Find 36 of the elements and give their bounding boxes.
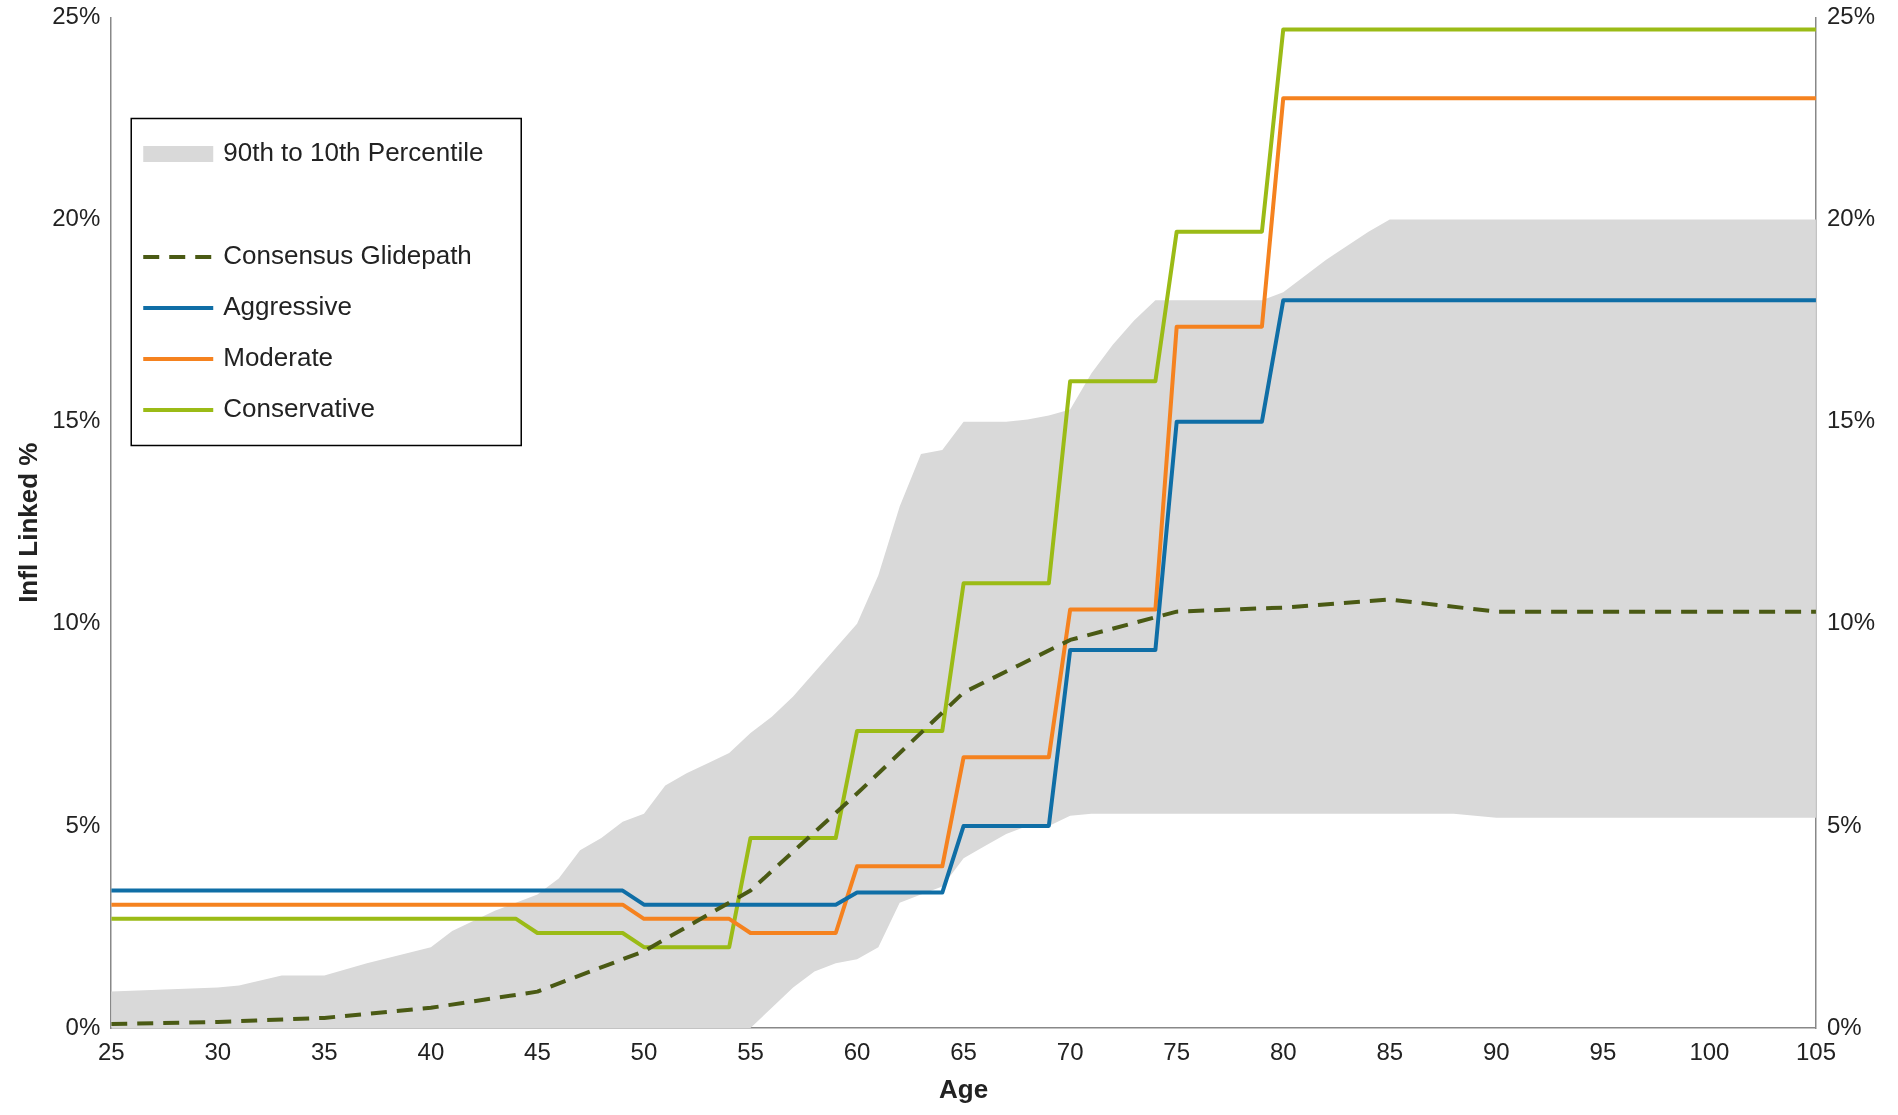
y2-tick-label: 20%: [1826, 204, 1876, 232]
y2-tick-label: 15%: [1826, 406, 1876, 434]
x-tick-label: 70: [1056, 1038, 1084, 1066]
legend-label: Moderate: [223, 342, 334, 373]
y-tick-label: 20%: [52, 204, 101, 232]
x-tick-label: 45: [524, 1038, 551, 1066]
y2-tick-label: 10%: [1826, 608, 1876, 636]
y2-tick-label: 25%: [1826, 2, 1876, 30]
legend-label: Conservative: [223, 393, 375, 424]
x-tick-label: 30: [204, 1038, 232, 1066]
x-tick-label: 65: [950, 1038, 977, 1066]
x-tick-label: 40: [417, 1038, 445, 1066]
x-tick-label: 95: [1589, 1038, 1617, 1066]
legend-label: Consensus Glidepath: [223, 240, 472, 271]
legend-label: 90th to 10th Percentile: [223, 137, 484, 168]
y2-tick-label: 0%: [1826, 1012, 1862, 1040]
x-tick-label: 85: [1376, 1038, 1404, 1066]
legend-label: Aggressive: [223, 291, 352, 322]
y-tick-label: 25%: [52, 2, 101, 30]
x-tick-label: 25: [97, 1038, 125, 1066]
x-tick-label: 60: [843, 1038, 871, 1066]
y2-tick-label: 5%: [1826, 810, 1862, 838]
y-tick-label: 15%: [52, 406, 101, 434]
y-tick-label: 5%: [65, 810, 101, 838]
x-tick-label: 55: [737, 1038, 764, 1066]
x-tick-label: 100: [1689, 1038, 1730, 1066]
y-tick-label: 10%: [52, 608, 101, 636]
y-axis-title: Infl Linked %: [12, 442, 43, 603]
x-tick-label: 80: [1269, 1038, 1297, 1066]
y-tick-label: 0%: [65, 1012, 101, 1040]
x-tick-label: 75: [1163, 1038, 1191, 1066]
x-axis-title: Age: [939, 1073, 989, 1104]
x-tick-label: 90: [1482, 1038, 1510, 1066]
x-tick-label: 105: [1795, 1038, 1836, 1066]
x-tick-label: 50: [630, 1038, 658, 1066]
x-tick-label: 35: [310, 1038, 338, 1066]
